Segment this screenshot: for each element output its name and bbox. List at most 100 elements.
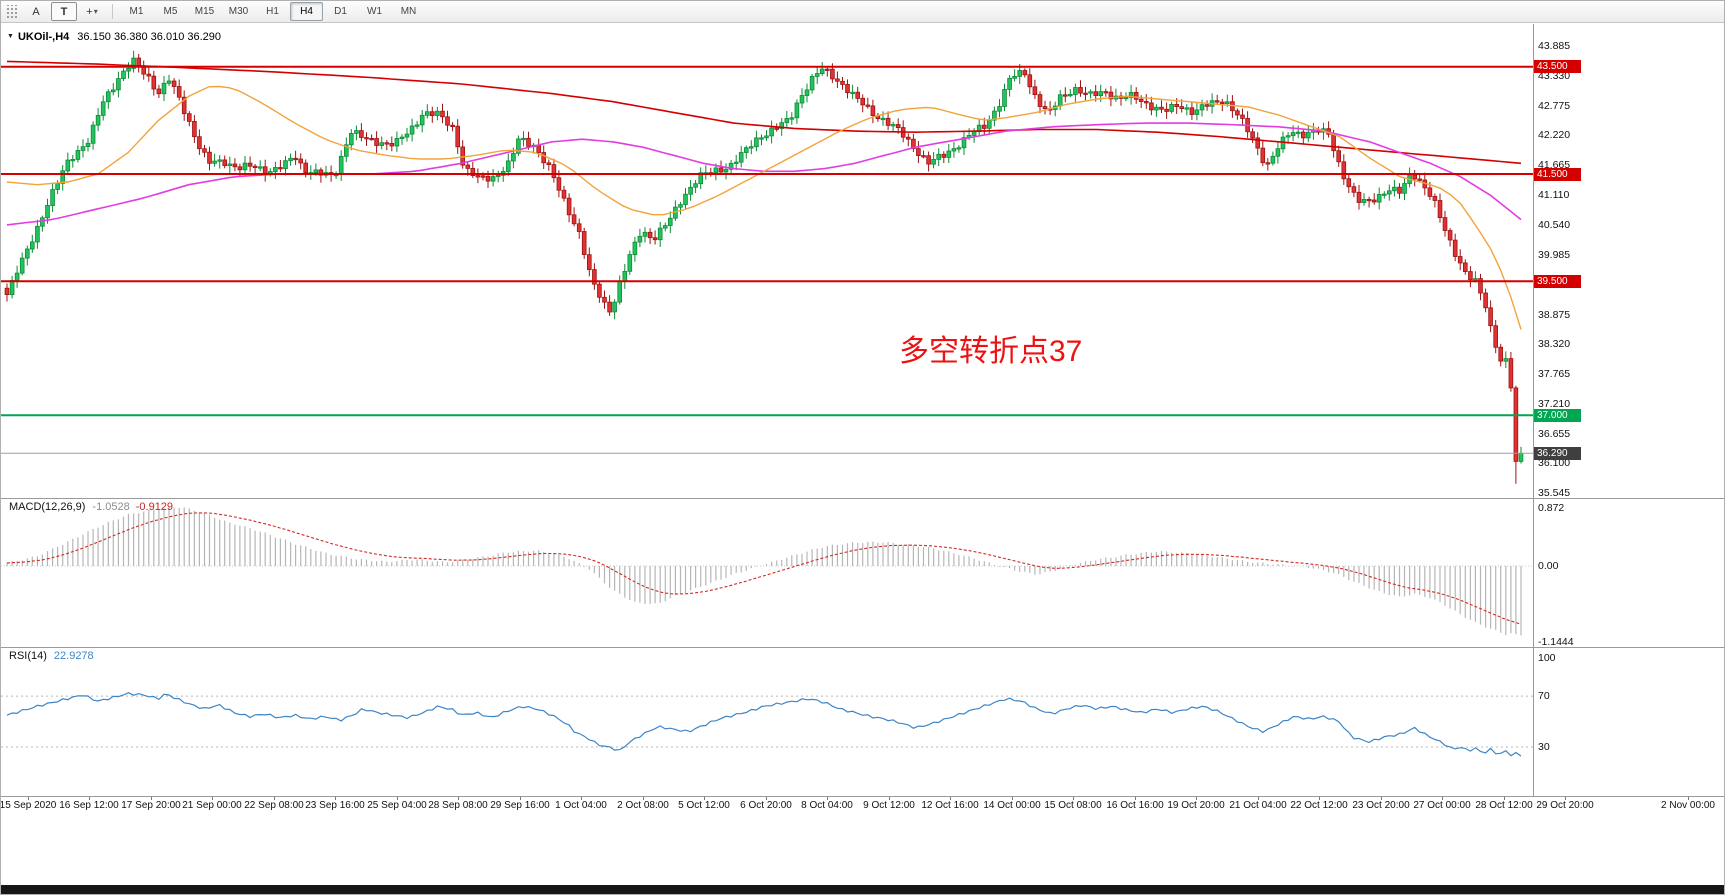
time-axis-label: 15 Sep 2020	[0, 800, 57, 811]
time-axis-tick	[520, 797, 521, 800]
macd-value: -1.0528	[92, 501, 130, 513]
time-axis-tick	[1196, 797, 1197, 800]
time-axis-label: 16 Oct 16:00	[1106, 800, 1164, 811]
bottom-bar	[1, 885, 1724, 894]
text-tool-button[interactable]: T	[51, 2, 77, 21]
current-price-tag: 36.290	[1534, 446, 1581, 460]
time-axis-label: 2 Oct 08:00	[617, 800, 669, 811]
time-axis-label: 19 Oct 20:00	[1167, 800, 1225, 811]
toolbar-separator	[112, 4, 113, 19]
time-axis-label: 23 Oct 20:00	[1352, 800, 1410, 811]
time-axis-label: 2 Nov 00:00	[1661, 800, 1715, 811]
price-axis-label: 42.220	[1538, 129, 1571, 142]
time-axis-label: 28 Oct 12:00	[1475, 800, 1533, 811]
time-axis-label: 12 Oct 16:00	[921, 800, 979, 811]
time-axis-tick	[458, 797, 459, 800]
price-axis-label: 39.985	[1538, 249, 1571, 262]
price-level-tag-41.500: 41.500	[1534, 167, 1581, 181]
macd-signal-line	[6, 512, 1522, 625]
price-axis-label: 36.100	[1538, 457, 1571, 470]
price-axis-label: 41.665	[1538, 159, 1571, 172]
time-axis-label: 16 Sep 12:00	[59, 800, 119, 811]
time-axis-label: 5 Oct 12:00	[678, 800, 730, 811]
timeframe-button-M1[interactable]: M1	[129, 6, 144, 17]
timeframe-group: M1 M5 M15 M30 H1 H4 D1 W1 MN	[120, 2, 425, 21]
rsi-chart[interactable]	[1, 648, 1533, 796]
timeframe-button-M5[interactable]: M5	[163, 6, 178, 17]
ma-slow-line	[6, 60, 1522, 165]
price-axis-label: 43.330	[1538, 69, 1571, 82]
panel-separator[interactable]	[1, 647, 1724, 648]
timeframe-button-M15[interactable]: M15	[194, 6, 215, 17]
timeframe-button-MN[interactable]: MN	[400, 6, 417, 17]
price-axis-label: 40.540	[1538, 219, 1571, 232]
candles	[4, 50, 1524, 484]
chevron-down-icon: ▾	[93, 7, 98, 16]
candlestick-chart[interactable]	[1, 24, 1533, 498]
time-axis-label: 8 Oct 04:00	[801, 800, 853, 811]
time-axis-tick	[950, 797, 951, 800]
ma-fast-line	[6, 85, 1522, 330]
time-axis-tick	[274, 797, 275, 800]
time-axis-label: 14 Oct 00:00	[983, 800, 1041, 811]
time-axis-tick	[889, 797, 890, 800]
macd-label: MACD(12,26,9) -1.0528 -0.9129	[9, 501, 173, 513]
time-axis-label: 21 Sep 00:00	[182, 800, 242, 811]
drawing-tools-button[interactable]: + ▾	[79, 2, 105, 21]
price-level-tag-37.000: 37.000	[1534, 408, 1581, 422]
time-axis-label: 22 Sep 08:00	[244, 800, 304, 811]
time-axis-tick	[335, 797, 336, 800]
price-axis-label: 37.210	[1538, 397, 1571, 410]
rsi-axis-label: 30	[1538, 740, 1550, 753]
time-axis-tick	[28, 797, 29, 800]
price-level-tag-39.500: 39.500	[1534, 274, 1581, 288]
time-axis-tick	[397, 797, 398, 800]
rsi-axis-label: 70	[1538, 690, 1550, 703]
toolbar-grip-icon[interactable]	[5, 4, 17, 19]
price-axis-label: 42.775	[1538, 99, 1571, 112]
chart-title: ▼ UKOil-,H4 36.150 36.380 36.010 36.290	[7, 31, 221, 43]
time-axis-tick	[151, 797, 152, 800]
price-axis-label: 38.320	[1538, 338, 1571, 351]
time-axis-tick	[581, 797, 582, 800]
rsi-value: 22.9278	[53, 650, 94, 662]
price-axis-label: 37.765	[1538, 368, 1571, 381]
time-axis-tick	[1688, 797, 1689, 800]
arrow-tool-button[interactable]: A	[32, 5, 40, 18]
time-axis-label: 21 Oct 04:00	[1229, 800, 1287, 811]
timeframe-button-W1[interactable]: W1	[367, 6, 382, 17]
time-axis-label: 6 Oct 20:00	[740, 800, 792, 811]
panel-separator[interactable]	[1, 498, 1724, 499]
timeframe-button-H1[interactable]: H1	[266, 6, 279, 17]
macd-axis-label: 0.00	[1538, 560, 1559, 572]
time-axis-tick	[1319, 797, 1320, 800]
macd-name: MACD(12,26,9)	[9, 501, 86, 513]
timeframe-button-M30[interactable]: M30	[228, 6, 249, 17]
time-axis-tick	[1442, 797, 1443, 800]
time-axis-label: 9 Oct 12:00	[863, 800, 915, 811]
timeframe-button-D1[interactable]: D1	[334, 6, 347, 17]
time-axis-label: 28 Sep 08:00	[428, 800, 488, 811]
time-axis-label: 29 Oct 20:00	[1536, 800, 1594, 811]
time-axis-label: 25 Sep 04:00	[367, 800, 427, 811]
price-axis-label: 41.110	[1538, 188, 1570, 201]
chart-ohlc-values: 36.150 36.380 36.010 36.290	[77, 31, 222, 43]
symbol-dropdown-icon[interactable]: ▼	[7, 33, 14, 40]
timeframe-button-H4[interactable]: H4	[290, 2, 323, 21]
time-axis-label: 17 Sep 20:00	[121, 800, 181, 811]
time-axis-tick	[766, 797, 767, 800]
time-axis-label: 27 Oct 00:00	[1413, 800, 1471, 811]
time-axis-tick	[643, 797, 644, 800]
price-axis-label: 36.655	[1538, 427, 1571, 440]
time-axis-tick	[1258, 797, 1259, 800]
rsi-label: RSI(14) 22.9278	[9, 650, 94, 662]
time-axis-tick	[1073, 797, 1074, 800]
time-axis-label: 15 Oct 08:00	[1044, 800, 1102, 811]
time-axis-tick	[1565, 797, 1566, 800]
macd-chart[interactable]	[1, 499, 1533, 647]
time-axis[interactable]: 15 Sep 2020 16 Sep 12:00 17 Sep 20:00 21 Se…	[1, 796, 1724, 813]
time-axis-label: 22 Oct 12:00	[1290, 800, 1348, 811]
time-axis-tick	[1012, 797, 1013, 800]
rsi-line	[6, 692, 1522, 757]
